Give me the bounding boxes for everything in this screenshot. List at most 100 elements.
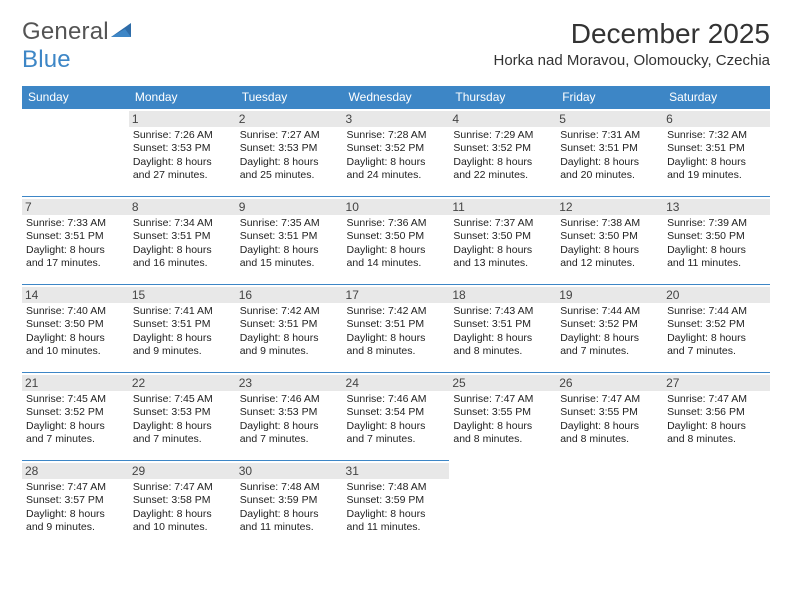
daylight-line: Daylight: 8 hours and 7 minutes. bbox=[133, 420, 212, 445]
day-number: 30 bbox=[236, 463, 343, 479]
weekday-header: Sunday bbox=[22, 86, 129, 109]
calendar-row: 14 Sunrise: 7:40 AMSunset: 3:50 PMDayligh… bbox=[22, 285, 770, 373]
brand-logo: GeneralBlue bbox=[22, 18, 133, 74]
sunrise-line: Sunrise: 7:34 AM bbox=[133, 217, 213, 229]
sunrise-line: Sunrise: 7:47 AM bbox=[133, 481, 213, 493]
day-info: Sunrise: 7:47 AMSunset: 3:57 PMDaylight:… bbox=[26, 481, 125, 535]
day-number: 11 bbox=[449, 199, 556, 215]
sunset-line: Sunset: 3:51 PM bbox=[26, 230, 104, 242]
calendar-table: Sunday Monday Tuesday Wednesday Thursday… bbox=[22, 86, 770, 549]
daylight-line: Daylight: 8 hours and 22 minutes. bbox=[453, 156, 532, 181]
day-number: 17 bbox=[343, 287, 450, 303]
sunset-line: Sunset: 3:51 PM bbox=[453, 318, 531, 330]
sunset-line: Sunset: 3:56 PM bbox=[667, 406, 745, 418]
day-info: Sunrise: 7:33 AMSunset: 3:51 PMDaylight:… bbox=[26, 217, 125, 271]
calendar-cell: 29Sunrise: 7:47 AMSunset: 3:58 PMDayligh… bbox=[129, 461, 236, 549]
location: Horka nad Moravou, Olomoucky, Czechia bbox=[493, 52, 770, 69]
day-info: Sunrise: 7:44 AMSunset: 3:52 PM Daylight:… bbox=[667, 305, 766, 359]
calendar-cell-empty bbox=[663, 461, 770, 549]
calendar-cell: 8Sunrise: 7:34 AMSunset: 3:51 PMDaylight… bbox=[129, 197, 236, 285]
day-number: 9 bbox=[236, 199, 343, 215]
calendar-cell: 10Sunrise: 7:36 AMSunset: 3:50 PMDayligh… bbox=[343, 197, 450, 285]
sunrise-line: Sunrise: 7:44 AM bbox=[667, 305, 747, 317]
sunrise-line: Sunrise: 7:44 AM bbox=[560, 305, 640, 317]
daylight-line: Daylight: 8 hours and 27 minutes. bbox=[133, 156, 212, 181]
day-number: 31 bbox=[343, 463, 450, 479]
daylight-line: Daylight: 8 hours and 7 minutes. bbox=[26, 420, 105, 445]
calendar-cell: 17Sunrise: 7:42 AMSunset: 3:51 PMDayligh… bbox=[343, 285, 450, 373]
sunrise-line: Sunrise: 7:29 AM bbox=[453, 129, 533, 141]
day-number: 25 bbox=[449, 375, 556, 391]
day-number: 13 bbox=[663, 199, 770, 215]
calendar-cell: 15Sunrise: 7:41 AMSunset: 3:51 PMDayligh… bbox=[129, 285, 236, 373]
calendar-cell: 18Sunrise: 7:43 AMSunset: 3:51 PMDayligh… bbox=[449, 285, 556, 373]
daylight-line: Daylight: 8 hours and 11 minutes. bbox=[347, 508, 426, 533]
calendar-cell: 13 Sunrise: 7:39 AMSunset: 3:50 PMDayligh… bbox=[663, 197, 770, 285]
weekday-header: Friday bbox=[556, 86, 663, 109]
day-number: 1 bbox=[129, 111, 236, 127]
sunset-line: Sunset: 3:53 PM bbox=[240, 406, 318, 418]
sunrise-line: Sunrise: 7:47 AM bbox=[453, 393, 533, 405]
calendar-cell: 31Sunrise: 7:48 AMSunset: 3:59 PMDayligh… bbox=[343, 461, 450, 549]
day-number: 12 bbox=[556, 199, 663, 215]
day-info: Sunrise: 7:39 AMSunset: 3:50 PMDaylight:… bbox=[667, 217, 766, 271]
calendar-row: 28Sunrise: 7:47 AMSunset: 3:57 PMDayligh… bbox=[22, 461, 770, 549]
sunrise-line: Sunrise: 7:47 AM bbox=[667, 393, 747, 405]
sunset-line: Sunset: 3:51 PM bbox=[560, 142, 638, 154]
day-number: 16 bbox=[236, 287, 343, 303]
sunrise-line: Sunrise: 7:32 AM bbox=[667, 129, 747, 141]
day-info: Sunrise: 7:45 AMSunset: 3:52 PMDaylight:… bbox=[26, 393, 125, 447]
sunrise-line: Sunrise: 7:35 AM bbox=[240, 217, 320, 229]
daylight-line: Daylight: 8 hours and 19 minutes. bbox=[667, 156, 746, 181]
sunrise-line: Sunrise: 7:41 AM bbox=[133, 305, 213, 317]
sunset-line: Sunset: 3:52 PM bbox=[667, 318, 745, 330]
brand-text: GeneralBlue bbox=[22, 18, 133, 74]
day-info: Sunrise: 7:28 AMSunset: 3:52 PMDaylight:… bbox=[347, 129, 446, 183]
day-info: Sunrise: 7:35 AMSunset: 3:51 PMDaylight:… bbox=[240, 217, 339, 271]
daylight-line: Daylight: 8 hours and 7 minutes. bbox=[667, 332, 746, 357]
calendar-cell: 2Sunrise: 7:27 AMSunset: 3:53 PMDaylight… bbox=[236, 109, 343, 197]
sunrise-line: Sunrise: 7:27 AM bbox=[240, 129, 320, 141]
day-info: Sunrise: 7:27 AMSunset: 3:53 PMDaylight:… bbox=[240, 129, 339, 183]
day-info: Sunrise: 7:47 AMSunset: 3:55 PMDaylight:… bbox=[560, 393, 659, 447]
calendar-cell: 25 Sunrise: 7:47 AMSunset: 3:55 PMDayligh… bbox=[449, 373, 556, 461]
calendar-cell: 19Sunrise: 7:44 AMSunset: 3:52 PMDayligh… bbox=[556, 285, 663, 373]
day-number: 29 bbox=[129, 463, 236, 479]
sunset-line: Sunset: 3:51 PM bbox=[133, 318, 211, 330]
calendar-cell-empty bbox=[556, 461, 663, 549]
calendar-cell: 4Sunrise: 7:29 AMSunset: 3:52 PMDaylight… bbox=[449, 109, 556, 197]
day-number: 21 bbox=[22, 375, 129, 391]
calendar-cell: 22Sunrise: 7:45 AMSunset: 3:53 PMDayligh… bbox=[129, 373, 236, 461]
weekday-header: Wednesday bbox=[343, 86, 450, 109]
sunset-line: Sunset: 3:53 PM bbox=[133, 406, 211, 418]
sunset-line: Sunset: 3:52 PM bbox=[453, 142, 531, 154]
day-number: 22 bbox=[129, 375, 236, 391]
sunset-line: Sunset: 3:55 PM bbox=[560, 406, 638, 418]
day-info: Sunrise: 7:48 AMSunset: 3:59 PMDaylight:… bbox=[240, 481, 339, 535]
sunset-line: Sunset: 3:52 PM bbox=[560, 318, 638, 330]
calendar-cell: 3Sunrise: 7:28 AMSunset: 3:52 PMDaylight… bbox=[343, 109, 450, 197]
sunrise-line: Sunrise: 7:46 AM bbox=[347, 393, 427, 405]
sunrise-line: Sunrise: 7:45 AM bbox=[26, 393, 106, 405]
daylight-line: Daylight: 8 hours and 11 minutes. bbox=[240, 508, 319, 533]
day-info: Sunrise: 7:41 AMSunset: 3:51 PM Daylight:… bbox=[133, 305, 232, 359]
day-number: 7 bbox=[22, 199, 129, 215]
daylight-line: Daylight: 8 hours and 9 minutes. bbox=[240, 332, 319, 357]
day-number: 14 bbox=[22, 287, 129, 303]
daylight-line: Daylight: 8 hours and 17 minutes. bbox=[26, 244, 105, 269]
daylight-line: Daylight: 8 hours and 14 minutes. bbox=[347, 244, 426, 269]
calendar-cell: 1Sunrise: 7:26 AMSunset: 3:53 PMDaylight… bbox=[129, 109, 236, 197]
calendar-cell: 7 Sunrise: 7:33 AMSunset: 3:51 PMDaylight… bbox=[22, 197, 129, 285]
weekday-header: Tuesday bbox=[236, 86, 343, 109]
sunset-line: Sunset: 3:57 PM bbox=[26, 494, 104, 506]
day-info: Sunrise: 7:47 AMSunset: 3:55 PMDaylight:… bbox=[453, 393, 552, 447]
sunrise-line: Sunrise: 7:39 AM bbox=[667, 217, 747, 229]
calendar-cell: 14 Sunrise: 7:40 AMSunset: 3:50 PMDayligh… bbox=[22, 285, 129, 373]
day-info: Sunrise: 7:40 AMSunset: 3:50 PMDaylight:… bbox=[26, 305, 125, 359]
daylight-line: Daylight: 8 hours and 7 minutes. bbox=[347, 420, 426, 445]
sunset-line: Sunset: 3:50 PM bbox=[560, 230, 638, 242]
calendar-cell: 26Sunrise: 7:47 AMSunset: 3:55 PMDayligh… bbox=[556, 373, 663, 461]
daylight-line: Daylight: 8 hours and 9 minutes. bbox=[133, 332, 212, 357]
day-info: Sunrise: 7:47 AMSunset: 3:56 PMDaylight:… bbox=[667, 393, 766, 447]
sunrise-line: Sunrise: 7:43 AM bbox=[453, 305, 533, 317]
